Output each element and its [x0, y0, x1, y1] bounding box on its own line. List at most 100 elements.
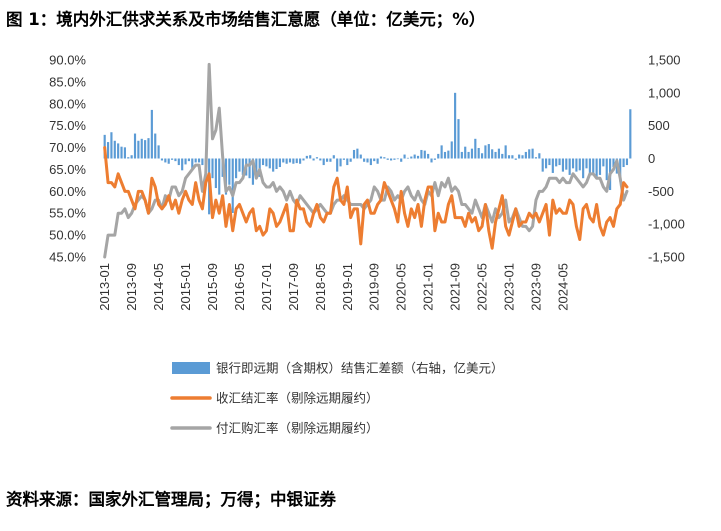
purchase-rate-line [103, 62, 629, 259]
bar [390, 158, 393, 161]
bar [383, 157, 386, 159]
source-note: 资料来源：国家外汇管理局；万得；中银证券 [6, 490, 336, 509]
bar [144, 140, 147, 159]
bar [450, 141, 453, 159]
bar [612, 158, 615, 168]
bar [113, 140, 116, 159]
bar [231, 158, 234, 213]
bar [282, 158, 285, 163]
legend: 银行即远期（含期权）结售汇差额（右轴，亿美元） 收汇结汇率（剔除远期履约） 付汇购汇… [170, 361, 504, 436]
bar [504, 145, 507, 159]
bar [130, 155, 133, 159]
bar [420, 149, 423, 159]
legend-label: 收汇结汇率（剔除远期履约） [216, 391, 379, 406]
bar [349, 158, 352, 162]
bar [423, 150, 426, 159]
bar [511, 155, 514, 159]
bar [363, 158, 366, 162]
bar [582, 158, 585, 179]
bar [595, 158, 598, 179]
bar [275, 158, 278, 170]
bar [571, 158, 575, 169]
bar [487, 144, 490, 159]
bar [430, 158, 433, 163]
right-tick-label: -1,000 [648, 217, 685, 232]
bar [447, 150, 450, 159]
bar [592, 158, 595, 174]
bar [238, 158, 241, 172]
left-tick-label: 80.0% [49, 96, 86, 111]
bar [400, 158, 403, 162]
bar [548, 158, 551, 166]
x-tick-label: 2015-09 [205, 263, 220, 311]
bar [416, 155, 420, 159]
bar [541, 158, 544, 172]
bar [325, 158, 329, 162]
bar [551, 158, 554, 173]
bar [295, 158, 298, 164]
bar [588, 158, 591, 175]
x-tick-label: 2015-01 [178, 263, 193, 311]
bar [174, 158, 177, 162]
bar [460, 151, 463, 159]
x-tick-label: 2017-01 [259, 263, 274, 311]
bar [413, 154, 416, 159]
bar [484, 145, 487, 159]
left-tick-label: 65.0% [49, 162, 86, 177]
bar [538, 153, 541, 159]
bar [228, 158, 231, 185]
bar [120, 146, 123, 159]
x-tick-label: 2014-05 [151, 263, 166, 311]
bar [521, 155, 524, 159]
x-tick-label: 2019-09 [367, 263, 382, 311]
x-tick-label: 2023-01 [502, 263, 517, 311]
x-tick-label: 2013-01 [97, 263, 112, 311]
right-tick-label: 0 [648, 151, 655, 166]
bar [235, 158, 238, 179]
left-tick-label: 50.0% [49, 228, 86, 243]
bar [534, 157, 538, 159]
bar [528, 149, 531, 159]
x-tick-label: 2013-09 [124, 263, 139, 311]
x-tick-label: 2020-05 [394, 263, 409, 311]
bar [201, 158, 204, 166]
bar [524, 151, 527, 159]
bar [309, 155, 312, 159]
bar [160, 158, 164, 161]
bar [531, 148, 534, 159]
bar [386, 158, 389, 160]
bar [288, 158, 292, 163]
bar [346, 158, 349, 166]
bar [137, 140, 140, 159]
right-tick-label: 1,500 [648, 53, 681, 68]
bar [191, 158, 194, 169]
bar [507, 155, 511, 159]
bar [332, 155, 335, 159]
bar [133, 133, 137, 159]
bar [497, 148, 500, 159]
bar [181, 158, 184, 171]
bar [629, 109, 632, 159]
bar [427, 153, 430, 159]
bar [315, 157, 319, 159]
bar [127, 157, 130, 159]
bar [329, 158, 332, 162]
bar [433, 158, 436, 160]
x-tick-label: 2019-01 [340, 263, 355, 311]
bar [393, 158, 396, 160]
bar [285, 158, 288, 164]
bar [356, 148, 359, 159]
bar [319, 158, 322, 161]
bar [184, 158, 187, 165]
left-tick-label: 70.0% [49, 140, 86, 155]
bar [491, 149, 494, 159]
bar [305, 155, 308, 159]
bar [598, 158, 602, 175]
x-tick-label: 2016-05 [232, 263, 247, 311]
bar [167, 158, 170, 164]
bar [575, 158, 578, 172]
right-axis-ticks: -1,500 -1,000 -500 0 500 1,000 1,500 [648, 53, 685, 265]
right-tick-label: 500 [648, 118, 670, 133]
bar [457, 119, 460, 159]
